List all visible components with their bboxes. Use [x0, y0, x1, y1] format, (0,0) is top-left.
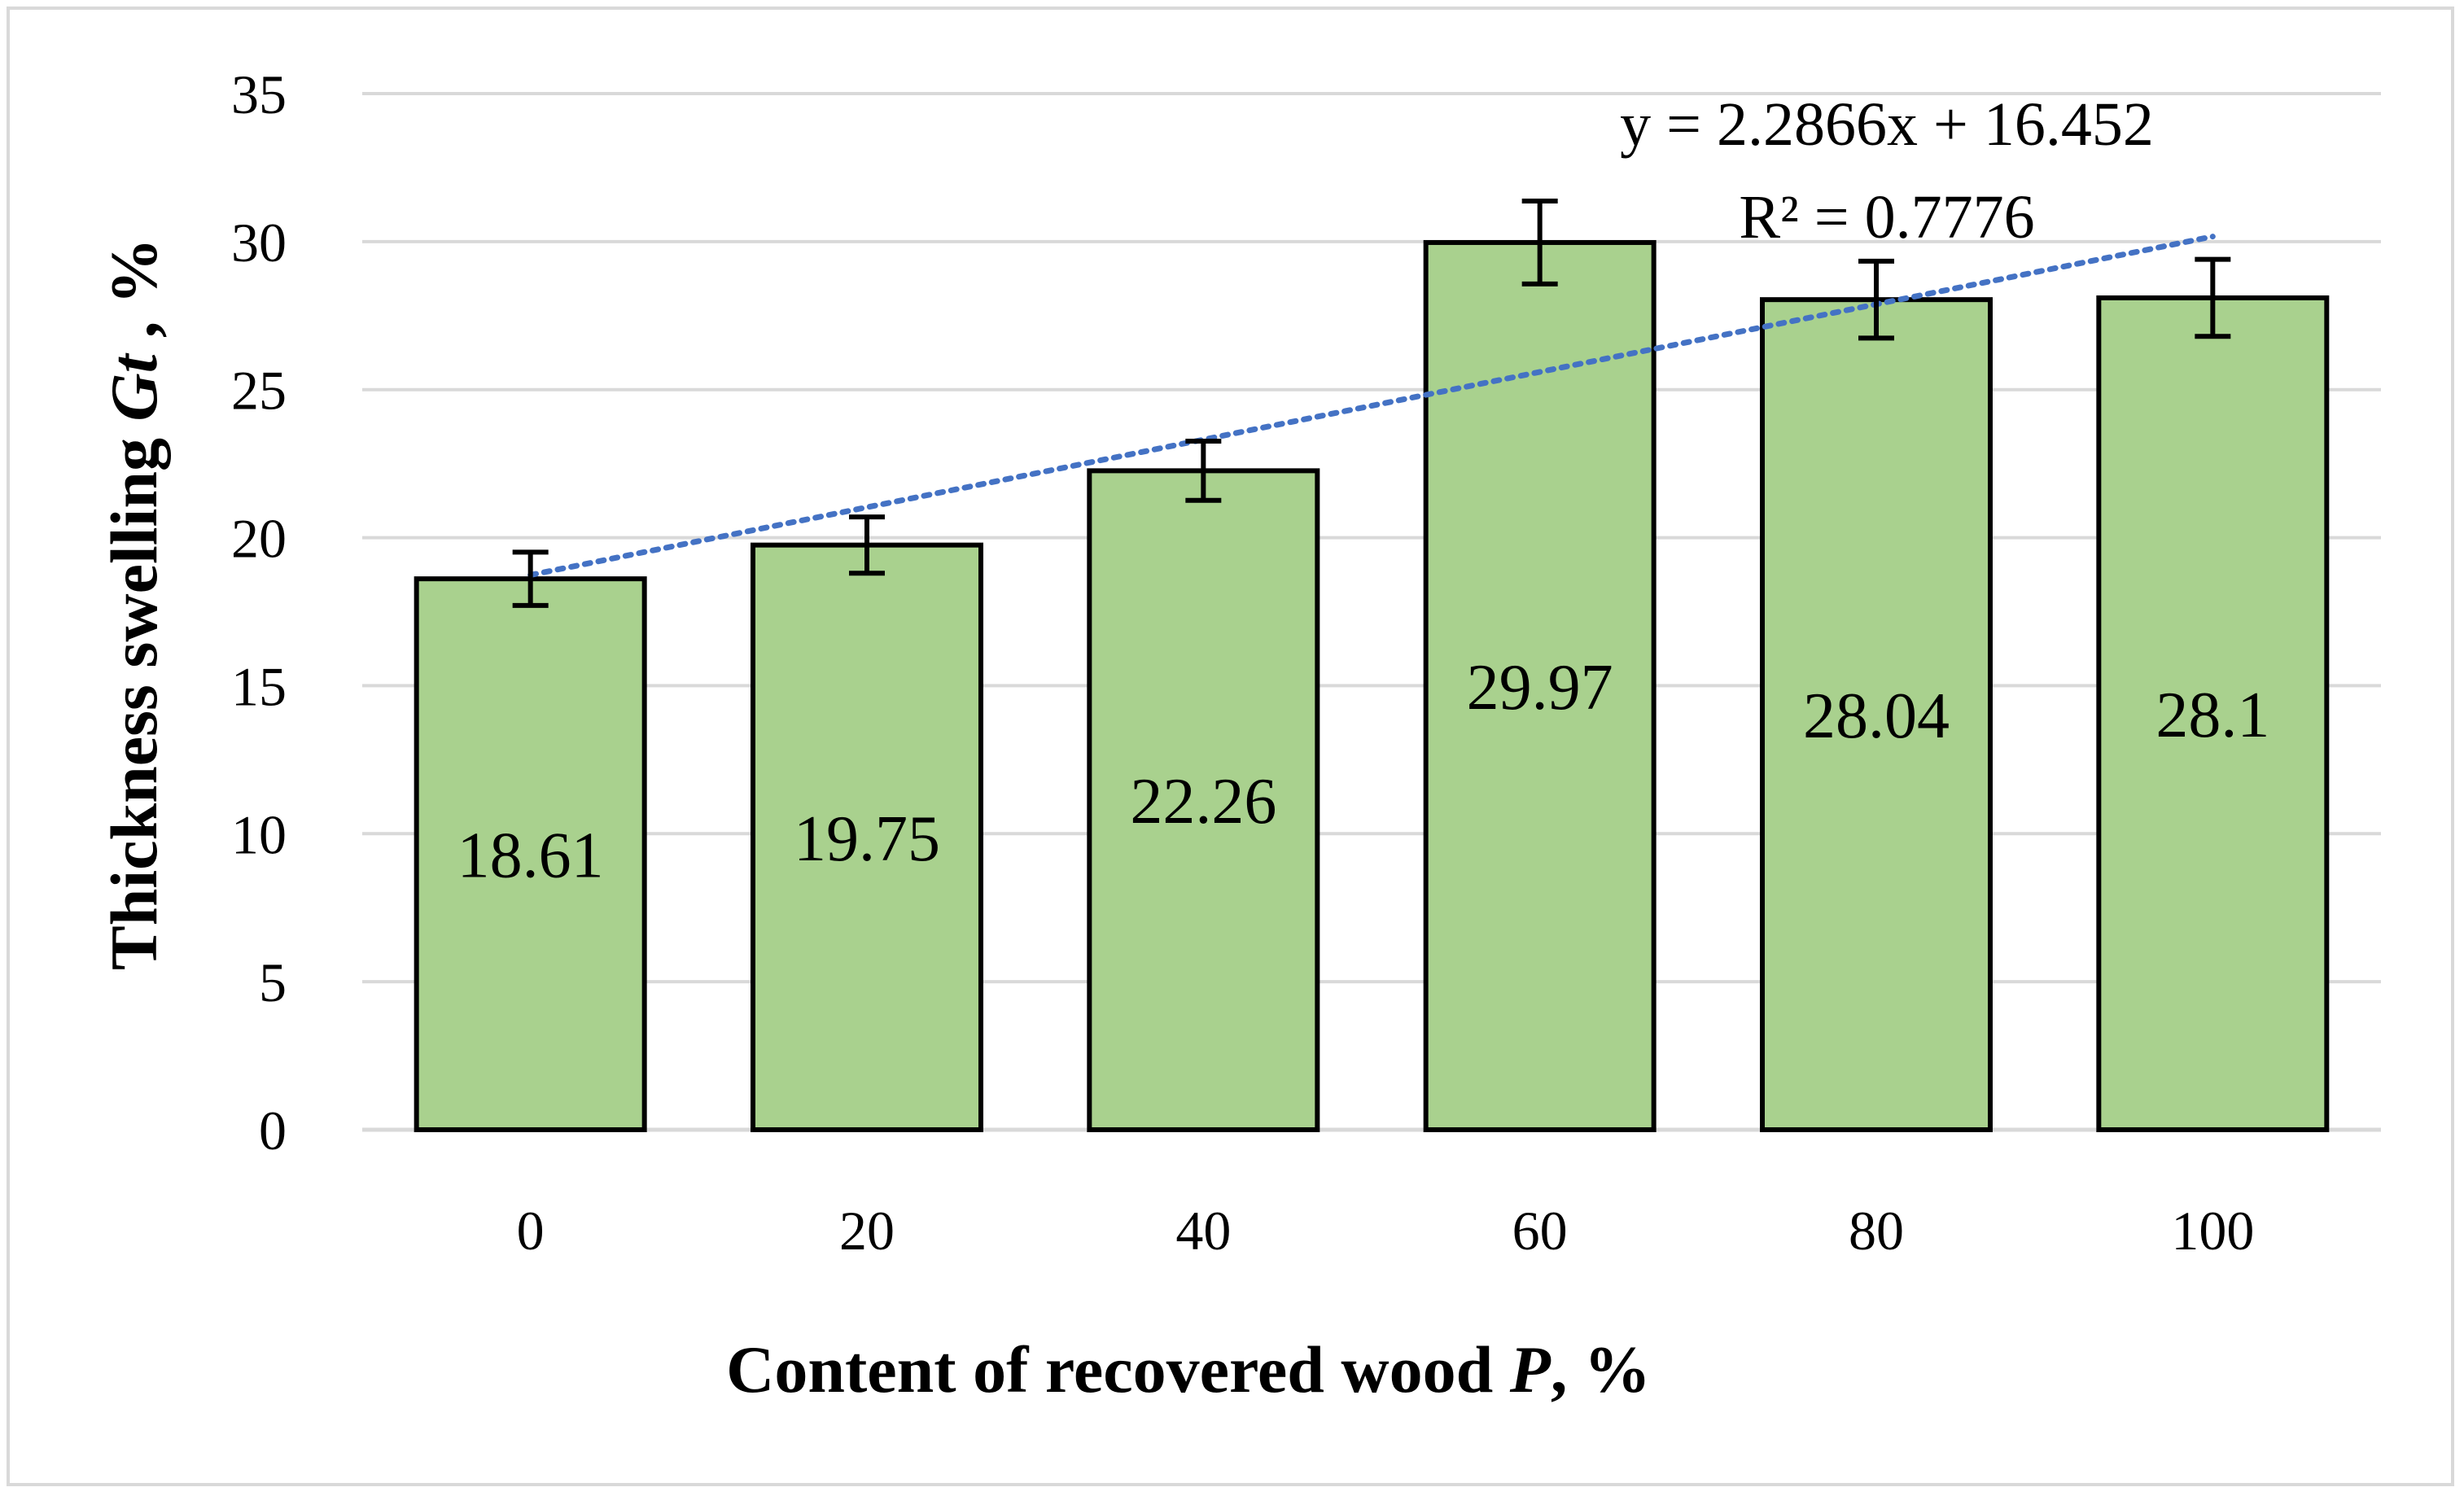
x-axis-title: Content of recovered wood P, % [726, 1332, 1651, 1406]
x-tick-labels: 0 20 40 60 80 100 [517, 1200, 2255, 1262]
data-label: 18.61 [457, 820, 604, 892]
x-tick-label: 40 [1175, 1200, 1231, 1262]
data-label: 28.04 [1803, 680, 1950, 752]
x-tick-label: 0 [517, 1200, 545, 1262]
bar [414, 576, 647, 1132]
y-tick-label: 10 [231, 803, 287, 865]
error-bar [1858, 258, 1894, 341]
data-label: 19.75 [794, 803, 940, 875]
bar [1423, 239, 1657, 1133]
y-tick-label: 25 [231, 360, 287, 422]
x-tick-label: 60 [1512, 1200, 1568, 1262]
y-tick-label: 0 [259, 1100, 287, 1161]
y-tick-label: 35 [231, 63, 287, 125]
error-bar [1521, 199, 1558, 287]
trendline [527, 234, 2216, 578]
trendline-equation: y = 2.2866x + 16.452 [1620, 90, 2154, 159]
error-bar [2195, 256, 2231, 339]
y-tick-label: 15 [231, 655, 287, 717]
gridlines [362, 92, 2381, 1132]
error-bar [1185, 439, 1222, 503]
error-bar [849, 514, 885, 576]
x-tick-label: 80 [1849, 1200, 1904, 1262]
data-label: 22.26 [1130, 766, 1276, 838]
error-bars [512, 199, 2231, 608]
x-tick-label: 100 [2171, 1200, 2254, 1262]
data-label: 28.1 [2155, 680, 2269, 751]
data-labels: 18.61 19.75 22.26 29.97 28.04 28.1 [457, 652, 2270, 892]
bars [414, 239, 2330, 1133]
data-label: 29.97 [1467, 652, 1613, 724]
error-bar [512, 549, 549, 608]
y-tick-label: 5 [259, 951, 287, 1013]
y-axis-title: Thickness swelling Gt , % [97, 238, 171, 970]
bar [1087, 468, 1320, 1132]
trendline-r-squared: R² = 0.7776 [1739, 183, 2034, 252]
y-tick-label: 30 [231, 212, 287, 273]
y-tick-labels: 0 5 10 15 20 25 30 35 [231, 63, 287, 1161]
bar [751, 542, 983, 1132]
trendline-group [527, 234, 2216, 578]
x-tick-label: 20 [839, 1200, 895, 1262]
y-tick-label: 20 [231, 508, 287, 570]
